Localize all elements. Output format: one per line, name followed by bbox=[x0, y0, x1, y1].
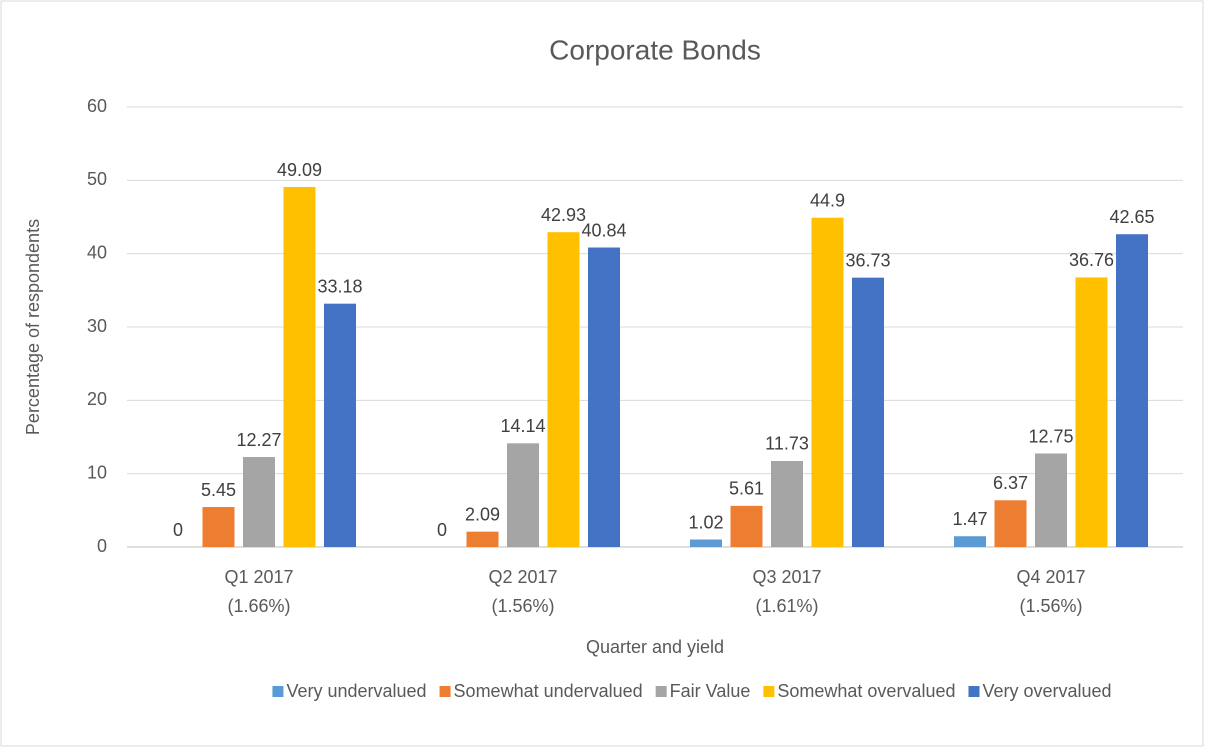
bar bbox=[690, 539, 722, 547]
chart-title: Corporate Bonds bbox=[549, 34, 761, 65]
x-tick-label: Q3 2017 bbox=[752, 567, 821, 587]
data-label: 49.09 bbox=[277, 160, 322, 180]
legend-marker bbox=[272, 686, 284, 697]
bar bbox=[730, 505, 763, 547]
bar bbox=[852, 277, 884, 547]
y-tick-label: 60 bbox=[87, 96, 107, 116]
x-tick-label: Q1 2017 bbox=[224, 567, 293, 587]
y-tick-label: 0 bbox=[97, 536, 107, 556]
y-tick-label: 50 bbox=[87, 169, 107, 189]
x-tick-label: (1.61%) bbox=[755, 596, 818, 616]
x-tick-label: (1.56%) bbox=[1019, 596, 1082, 616]
y-tick-label: 40 bbox=[87, 242, 107, 262]
bar bbox=[1075, 277, 1108, 547]
bar bbox=[243, 457, 275, 547]
bar bbox=[954, 536, 986, 547]
legend-marker bbox=[968, 686, 980, 697]
data-label: 5.61 bbox=[729, 479, 764, 499]
data-label: 12.75 bbox=[1028, 426, 1073, 446]
data-label: 40.84 bbox=[581, 220, 626, 240]
bar bbox=[588, 247, 620, 548]
bar bbox=[324, 303, 356, 547]
bar bbox=[507, 443, 539, 547]
data-label: 33.18 bbox=[317, 276, 362, 296]
bar bbox=[1035, 453, 1067, 547]
data-label: 2.09 bbox=[465, 504, 500, 524]
legend-marker bbox=[655, 686, 667, 697]
y-tick-label: 10 bbox=[87, 462, 107, 482]
bar bbox=[283, 187, 316, 548]
data-label: 36.76 bbox=[1069, 250, 1114, 270]
legend-label: Very overvalued bbox=[982, 681, 1111, 701]
x-tick-label: (1.56%) bbox=[491, 596, 554, 616]
x-tick-label: Q4 2017 bbox=[1016, 567, 1085, 587]
bar bbox=[202, 507, 235, 547]
legend-marker bbox=[439, 686, 451, 697]
data-label: 44.9 bbox=[810, 190, 845, 210]
data-label: 11.73 bbox=[765, 434, 809, 454]
data-label: 5.45 bbox=[201, 480, 236, 500]
x-tick-label: Q2 2017 bbox=[488, 567, 557, 587]
data-label: 1.02 bbox=[688, 512, 723, 532]
legend-label: Very undervalued bbox=[286, 681, 426, 701]
legend-label: Fair Value bbox=[670, 681, 751, 701]
legend-marker bbox=[763, 686, 775, 697]
bar bbox=[466, 531, 499, 547]
data-label: 6.37 bbox=[993, 473, 1028, 493]
bar bbox=[1116, 234, 1148, 547]
data-label: 36.73 bbox=[845, 250, 890, 270]
x-tick-label: (1.66%) bbox=[227, 596, 290, 616]
data-label: 12.27 bbox=[236, 430, 281, 450]
bar bbox=[771, 460, 803, 547]
y-axis-label: Percentage of respondents bbox=[23, 219, 43, 435]
data-label: 42.65 bbox=[1109, 207, 1154, 227]
data-label: 42.93 bbox=[541, 205, 586, 225]
legend-label: Somewhat undervalued bbox=[454, 681, 643, 701]
x-axis-label: Quarter and yield bbox=[586, 637, 724, 657]
data-label: 0 bbox=[437, 520, 447, 540]
y-tick-label: 20 bbox=[87, 389, 107, 409]
data-label: 0 bbox=[173, 520, 183, 540]
y-tick-label: 30 bbox=[87, 316, 107, 336]
legend-label: Somewhat overvalued bbox=[777, 681, 955, 701]
data-label: 1.47 bbox=[952, 509, 987, 529]
bar bbox=[547, 232, 580, 547]
data-label: 14.14 bbox=[500, 416, 545, 436]
bar bbox=[994, 500, 1027, 547]
bar bbox=[811, 217, 844, 547]
